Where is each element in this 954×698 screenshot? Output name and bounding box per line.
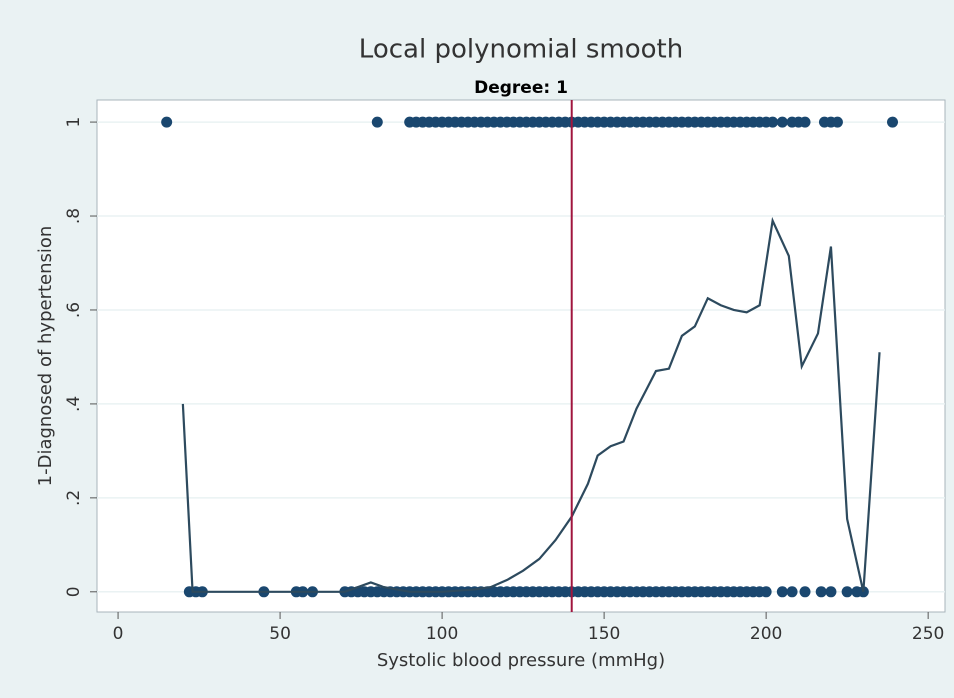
y-tick-label: .2 bbox=[64, 490, 84, 506]
y-tick-label: 0 bbox=[64, 586, 84, 597]
y-axis-label: 1-Diagnosed of hypertension bbox=[35, 226, 56, 487]
point bbox=[831, 116, 843, 128]
point bbox=[786, 586, 798, 598]
x-tick-label: 150 bbox=[588, 624, 620, 644]
point bbox=[760, 586, 772, 598]
y-tick-label: .6 bbox=[64, 302, 84, 318]
y-tick-label: .4 bbox=[64, 396, 84, 412]
point bbox=[776, 586, 788, 598]
point bbox=[161, 116, 173, 128]
x-tick-label: 250 bbox=[912, 624, 944, 644]
x-tick-label: 100 bbox=[426, 624, 458, 644]
point bbox=[371, 116, 383, 128]
point bbox=[841, 586, 853, 598]
point bbox=[776, 116, 788, 128]
x-axis-label: Systolic blood pressure (mmHg) bbox=[377, 650, 665, 671]
point bbox=[799, 116, 811, 128]
y-tick-label: 1 bbox=[64, 117, 84, 128]
point bbox=[825, 586, 837, 598]
x-tick-label: 200 bbox=[750, 624, 782, 644]
smooth-line bbox=[181, 216, 881, 593]
point bbox=[767, 116, 779, 128]
chart-subtitle: Degree: 1 bbox=[474, 78, 568, 98]
y-tick-label: .8 bbox=[64, 208, 84, 224]
chart-title: Local polynomial smooth bbox=[359, 35, 683, 65]
point bbox=[799, 586, 811, 598]
x-tick-label: 50 bbox=[269, 624, 291, 644]
point bbox=[887, 116, 899, 128]
plot-region bbox=[96, 99, 946, 613]
point bbox=[815, 586, 827, 598]
x-tick-label: 0 bbox=[113, 624, 124, 644]
